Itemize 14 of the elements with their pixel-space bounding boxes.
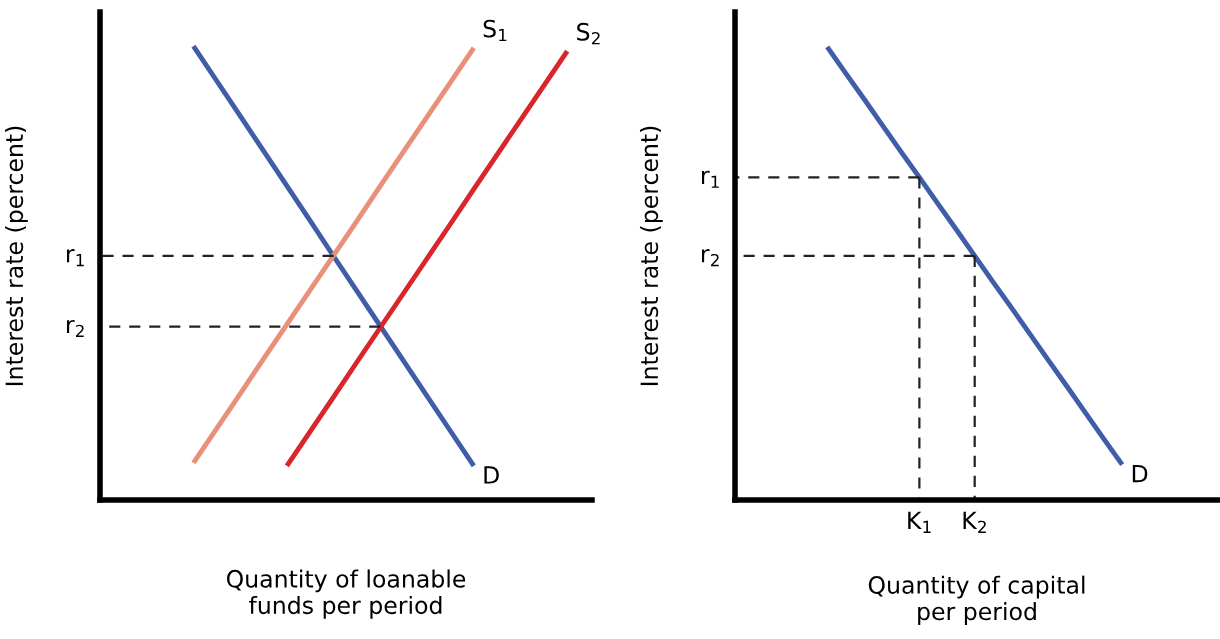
x-tick-label: K$_{2}$: [963, 511, 986, 533]
series-label: r$_{2}$: [702, 249, 719, 267]
series-label: S$_{1}$: [483, 19, 507, 42]
y-axis-title: Interest rate (percent): [639, 126, 663, 386]
x-tick-label: K$_{1}$: [908, 511, 931, 533]
series-label: D: [1132, 465, 1148, 483]
series-label: r$_{2}$: [67, 319, 84, 337]
x-axis-title: Quantity of capital per period: [868, 575, 1085, 625]
x-axis-title: Quantity of loanable funds per period: [226, 569, 466, 619]
series-label: r$_{1}$: [702, 170, 719, 188]
series-label: S$_{2}$: [577, 22, 600, 45]
series-label: r$_{1}$: [67, 249, 84, 267]
y-axis-title: Interest rate (percent): [4, 126, 28, 386]
series-label: D: [484, 466, 499, 484]
